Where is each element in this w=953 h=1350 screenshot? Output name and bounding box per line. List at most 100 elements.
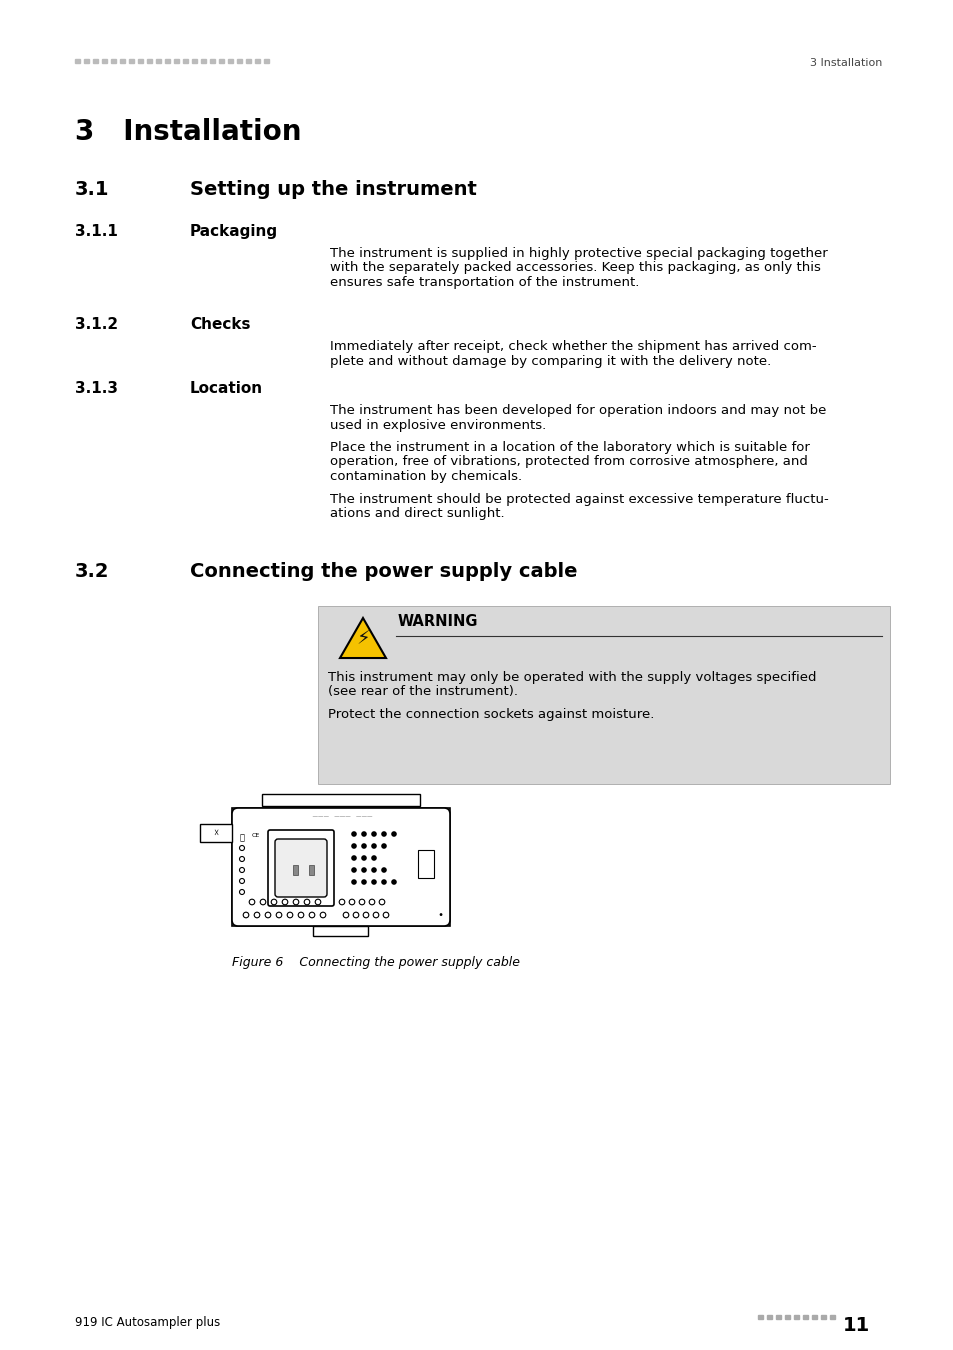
Circle shape <box>265 913 271 918</box>
Bar <box>793 1315 799 1319</box>
Text: (see rear of the instrument).: (see rear of the instrument). <box>328 686 517 698</box>
Text: 3.1: 3.1 <box>75 180 110 198</box>
Bar <box>219 59 224 63</box>
Bar <box>317 606 889 784</box>
Bar <box>262 794 419 806</box>
Bar <box>92 59 98 63</box>
Circle shape <box>239 868 244 872</box>
Bar <box>120 59 125 63</box>
Text: 3.1.2: 3.1.2 <box>75 317 118 332</box>
Circle shape <box>351 855 356 861</box>
Bar <box>84 59 89 63</box>
Bar <box>210 59 214 63</box>
Circle shape <box>381 832 386 837</box>
Circle shape <box>304 899 310 904</box>
Bar <box>811 1315 816 1319</box>
Circle shape <box>371 832 376 837</box>
Bar <box>201 59 206 63</box>
Circle shape <box>381 867 386 873</box>
Text: Connecting the power supply cable: Connecting the power supply cable <box>190 562 577 580</box>
Circle shape <box>371 867 376 873</box>
Text: operation, free of vibrations, protected from corrosive atmosphere, and: operation, free of vibrations, protected… <box>330 455 807 468</box>
Polygon shape <box>339 618 386 657</box>
Bar <box>758 1315 762 1319</box>
Circle shape <box>371 879 376 884</box>
Circle shape <box>391 832 396 837</box>
Text: Immediately after receipt, check whether the shipment has arrived com-: Immediately after receipt, check whether… <box>330 340 816 352</box>
Text: The instrument has been developed for operation indoors and may not be: The instrument has been developed for op… <box>330 404 825 417</box>
Bar <box>138 59 143 63</box>
Circle shape <box>359 899 364 904</box>
Text: Protect the connection sockets against moisture.: Protect the connection sockets against m… <box>328 707 654 721</box>
Circle shape <box>361 832 366 837</box>
Text: WARNING: WARNING <box>397 614 478 629</box>
Circle shape <box>369 899 375 904</box>
Circle shape <box>381 844 386 849</box>
Circle shape <box>271 899 276 904</box>
Circle shape <box>239 890 244 895</box>
Text: The instrument is supplied in highly protective special packaging together: The instrument is supplied in highly pro… <box>330 247 827 261</box>
Bar <box>165 59 170 63</box>
Text: Setting up the instrument: Setting up the instrument <box>190 180 476 198</box>
Text: with the separately packed accessories. Keep this packaging, as only this: with the separately packed accessories. … <box>330 262 820 274</box>
Bar <box>309 865 314 875</box>
Bar <box>236 59 242 63</box>
Text: ensures safe transportation of the instrument.: ensures safe transportation of the instr… <box>330 275 639 289</box>
Bar <box>200 824 232 842</box>
Circle shape <box>309 913 314 918</box>
Circle shape <box>276 913 281 918</box>
Circle shape <box>381 879 386 884</box>
Text: 3.1.1: 3.1.1 <box>75 224 118 239</box>
Circle shape <box>371 844 376 849</box>
Circle shape <box>314 899 320 904</box>
Text: ⏚: ⏚ <box>239 833 244 842</box>
Text: ———   ———   ———: ——— ——— ——— <box>309 814 373 818</box>
Circle shape <box>320 913 326 918</box>
Text: ⚡: ⚡ <box>355 629 370 648</box>
Bar <box>821 1315 825 1319</box>
Bar <box>766 1315 771 1319</box>
Bar <box>173 59 179 63</box>
Circle shape <box>371 855 376 861</box>
Bar <box>129 59 133 63</box>
Circle shape <box>361 867 366 873</box>
Text: Figure 6    Connecting the power supply cable: Figure 6 Connecting the power supply cab… <box>232 956 519 969</box>
Circle shape <box>351 832 356 837</box>
Text: used in explosive environments.: used in explosive environments. <box>330 418 546 432</box>
Circle shape <box>361 844 366 849</box>
Circle shape <box>298 913 303 918</box>
Text: ations and direct sunlight.: ations and direct sunlight. <box>330 508 504 520</box>
Circle shape <box>239 879 244 883</box>
Text: CE: CE <box>252 833 260 838</box>
Bar <box>232 809 450 926</box>
Circle shape <box>260 899 266 904</box>
Circle shape <box>361 855 366 861</box>
Text: plete and without damage by comparing it with the delivery note.: plete and without damage by comparing it… <box>330 355 770 367</box>
Bar <box>111 59 116 63</box>
Circle shape <box>253 913 259 918</box>
Circle shape <box>249 899 254 904</box>
Circle shape <box>351 879 356 884</box>
Circle shape <box>353 913 358 918</box>
Text: Location: Location <box>190 381 263 396</box>
Text: 3 Installation: 3 Installation <box>809 58 882 68</box>
Bar <box>246 59 251 63</box>
Text: 919 IC Autosampler plus: 919 IC Autosampler plus <box>75 1316 220 1328</box>
Bar <box>228 59 233 63</box>
Text: Packaging: Packaging <box>190 224 278 239</box>
Circle shape <box>351 867 356 873</box>
Bar <box>829 1315 834 1319</box>
Text: 3.1.3: 3.1.3 <box>75 381 118 396</box>
Bar <box>775 1315 781 1319</box>
Bar <box>254 59 260 63</box>
Bar <box>156 59 161 63</box>
Bar <box>75 59 80 63</box>
Circle shape <box>351 844 356 849</box>
Circle shape <box>339 899 344 904</box>
Bar <box>784 1315 789 1319</box>
Text: The instrument should be protected against excessive temperature fluctu-: The instrument should be protected again… <box>330 493 828 505</box>
Circle shape <box>282 899 288 904</box>
Circle shape <box>349 899 355 904</box>
Circle shape <box>378 899 384 904</box>
Circle shape <box>243 913 249 918</box>
